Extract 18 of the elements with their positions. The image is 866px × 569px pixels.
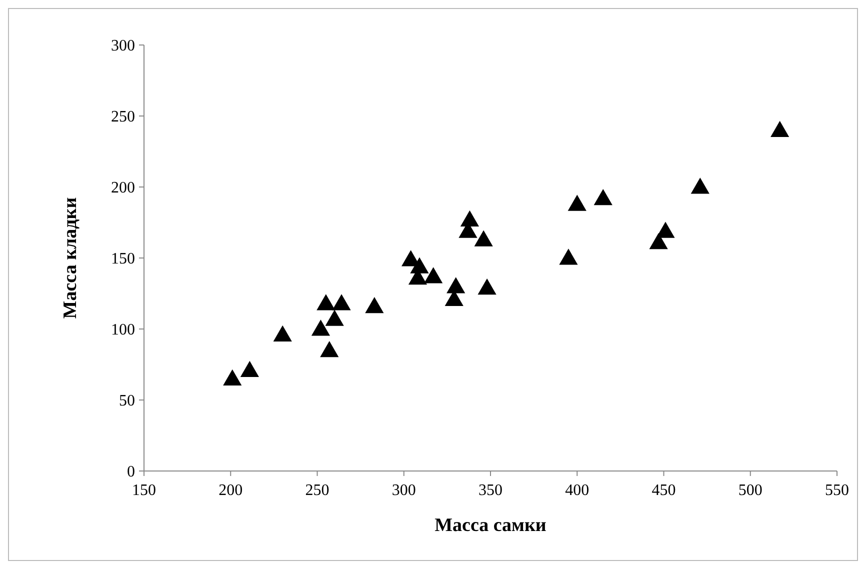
x-tick-label: 150 bbox=[132, 482, 156, 499]
y-tick-label: 200 bbox=[111, 180, 135, 197]
y-tick-label: 100 bbox=[111, 322, 135, 339]
y-tick-label: 250 bbox=[111, 108, 135, 126]
x-axis-title: Масса самки bbox=[434, 515, 546, 536]
y-tick-label: 50 bbox=[119, 392, 135, 410]
x-tick-label: 450 bbox=[652, 482, 676, 499]
y-axis-title: Масса кладки bbox=[60, 197, 81, 319]
y-tick-label: 150 bbox=[111, 250, 135, 268]
x-tick-label: 550 bbox=[825, 482, 849, 499]
y-tick-label: 300 bbox=[111, 38, 135, 55]
x-tick-label: 500 bbox=[738, 482, 762, 499]
x-tick-label: 250 bbox=[305, 482, 330, 499]
x-tick-label: 300 bbox=[392, 482, 416, 499]
x-tick-label: 350 bbox=[478, 482, 502, 499]
x-tick-label: 200 bbox=[218, 482, 243, 499]
x-tick-label: 400 bbox=[565, 482, 590, 499]
y-tick-label: 0 bbox=[127, 464, 135, 481]
